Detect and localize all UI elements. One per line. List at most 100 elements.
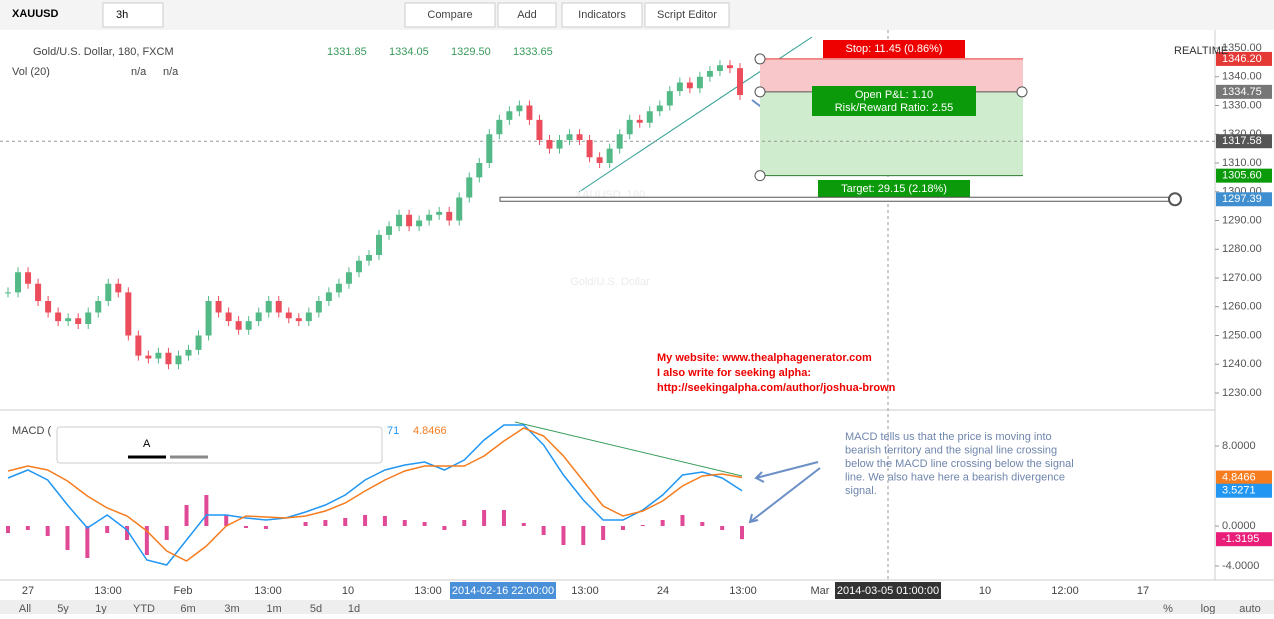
candle [696,76,703,89]
floating-toolbar[interactable]: A [56,426,383,464]
candle [175,355,182,365]
histogram-bar [620,526,625,530]
histogram-bar [740,526,744,540]
toolbar-label[interactable]: Add [517,9,537,21]
range-btn[interactable]: 1y [95,603,107,615]
range-btn[interactable]: 1d [348,603,360,615]
candle [165,352,172,365]
y-tick-label: 8.0000 [1222,440,1256,452]
toolbar-label[interactable]: Indicators [578,9,626,21]
histogram-bar [25,526,30,530]
price-tag [1216,192,1272,207]
scale-option[interactable]: % [1163,603,1173,615]
candle [125,292,132,336]
range-btn[interactable]: 5d [310,603,322,615]
candle [135,335,142,356]
histogram-bar [303,522,308,526]
y-tick-label: 1350.00 [1222,42,1262,54]
candle [35,283,42,301]
candle [85,312,92,324]
comment: MACD tells us that the price is moving i… [845,431,1052,443]
candle [586,140,593,158]
time-label: Feb [174,585,193,597]
histogram-bar [224,515,229,526]
price-tag-label: 1346.20 [1222,53,1262,65]
candle [5,292,11,294]
candle [155,352,162,359]
toolbar-label[interactable]: Script Editor [657,9,717,21]
toolbar-btn[interactable] [497,2,557,28]
time-highlight [835,582,941,599]
candle [325,292,332,301]
range-btn[interactable]: 1m [266,603,281,615]
scale-option[interactable]: log [1201,603,1216,615]
candle [255,312,262,322]
symbol[interactable]: XAUUSD [12,8,59,20]
candle [496,119,503,135]
handle[interactable] [754,53,766,65]
range-btn[interactable]: 6m [180,603,195,615]
range-btn[interactable]: 3m [224,603,239,615]
histogram-bar [363,515,368,526]
candle [65,318,72,322]
candle [456,197,463,221]
candle [15,272,22,293]
arrows [748,461,821,524]
candle [686,82,693,89]
candle [516,105,523,112]
handle[interactable] [754,86,766,98]
toolbar-btn[interactable] [561,2,643,28]
candle [546,140,553,149]
candle [305,312,312,322]
y-tick-label: 1310.00 [1222,157,1262,169]
histogram-bar [541,526,546,535]
handle[interactable] [1168,192,1182,207]
text-tool[interactable]: A [143,438,151,450]
candle [626,119,633,135]
handle[interactable] [1016,86,1028,98]
candle [355,260,362,273]
candle [245,321,252,330]
candle [205,301,212,336]
toolbar-btn[interactable] [404,2,496,28]
toolbar-label[interactable]: Compare [427,9,472,21]
histogram-bar [720,526,725,530]
candle [315,301,322,313]
candle [616,134,623,149]
candle [486,134,493,163]
interval[interactable]: 3h [116,9,128,21]
range-btn[interactable]: All [19,603,31,615]
position-label: Open P&L: 1.10 [855,89,933,101]
candle [536,119,543,140]
comment: below the MACD line crossing below the s… [845,458,1074,470]
drawing-toolbar[interactable] [56,426,383,464]
y-tick-label: 0.0000 [1222,520,1256,532]
candle [345,272,352,284]
signal-value: 4.8466 [413,425,447,437]
toolbar-btn[interactable] [644,2,730,28]
y-tick-label: 1280.00 [1222,243,1262,255]
histogram-bar [581,526,586,545]
time-label: Mar [811,585,830,597]
candle [646,111,653,123]
position-label: Risk/Reward Ratio: 2.55 [835,102,954,114]
candle [526,105,533,120]
histogram-bar [144,526,149,555]
scale-option[interactable]: auto [1239,603,1260,615]
candle [45,301,52,313]
label-box [812,86,976,116]
price-tag [1216,134,1272,149]
macd-line [7,427,743,562]
candle [115,283,122,293]
histogram-bar [382,516,387,526]
range-btn[interactable]: YTD [133,603,155,615]
time-label: 10 [979,585,991,597]
interval-btn[interactable] [102,2,164,28]
handle[interactable] [754,170,766,182]
candle [365,255,372,261]
watermark: Gold/U.S. Dollar [570,276,650,288]
candle [576,134,583,140]
candle [406,214,413,227]
histogram-bar [402,520,407,526]
range-btn[interactable]: 5y [57,603,69,615]
